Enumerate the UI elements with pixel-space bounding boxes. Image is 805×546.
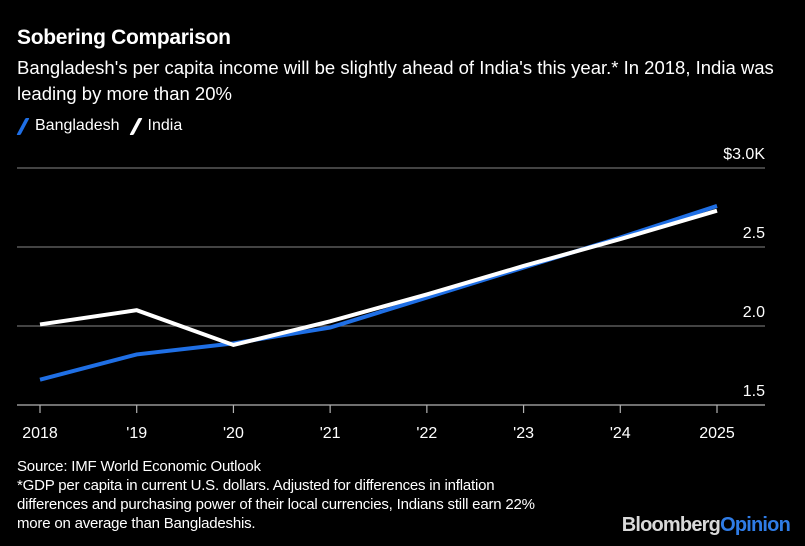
legend-label-bangladesh: Bangladesh <box>35 117 120 134</box>
footnote-line-2: differences and purchasing power of thei… <box>17 496 535 513</box>
bloomberg-opinion-logo: BloombergOpinion <box>621 514 791 537</box>
x-tick-label: '20 <box>223 425 244 442</box>
y-axis-labels: 1.5 2.0 2.5 $3.0K <box>723 146 765 400</box>
footnote-line-1: *GDP per capita in current U.S. dollars.… <box>17 477 495 494</box>
x-tick-label: '24 <box>610 425 631 442</box>
y-tick-label: 2.5 <box>743 225 765 242</box>
footer: Source: IMF World Economic Outlook *GDP … <box>17 457 535 533</box>
x-tick-label: '23 <box>513 425 534 442</box>
footnote-line-3: more on average than Bangladeshis. <box>17 515 256 532</box>
x-axis: 2018 '19 '20 '21 '22 '23 '24 2025 <box>22 405 735 442</box>
series-line-india <box>39 208 718 348</box>
legend: Bangladesh India <box>16 117 192 135</box>
series-line-bangladesh <box>39 204 718 382</box>
chart-subtitle: Bangladesh's per capita income will be s… <box>17 57 774 104</box>
chart-title: Sobering Comparison <box>17 26 231 49</box>
x-tick-label: '22 <box>416 425 437 442</box>
x-tick-label: '21 <box>320 425 341 442</box>
legend-item-india: India <box>128 117 183 135</box>
legend-label-india: India <box>147 117 183 134</box>
series-lines <box>39 204 718 382</box>
x-tick-label: 2018 <box>22 425 58 442</box>
brand-part-1: Bloomberg <box>621 514 721 536</box>
x-tick-label: '19 <box>126 425 147 442</box>
x-tick-label: 2025 <box>699 425 735 442</box>
source-note: Source: IMF World Economic Outlook <box>17 458 261 475</box>
legend-item-bangladesh: Bangladesh <box>16 117 120 135</box>
y-tick-label: 1.5 <box>743 383 765 400</box>
y-tick-label: 2.0 <box>743 304 765 321</box>
y-tick-label: $3.0K <box>723 146 765 163</box>
gridlines <box>17 167 765 406</box>
brand-part-2: Opinion <box>720 514 791 536</box>
